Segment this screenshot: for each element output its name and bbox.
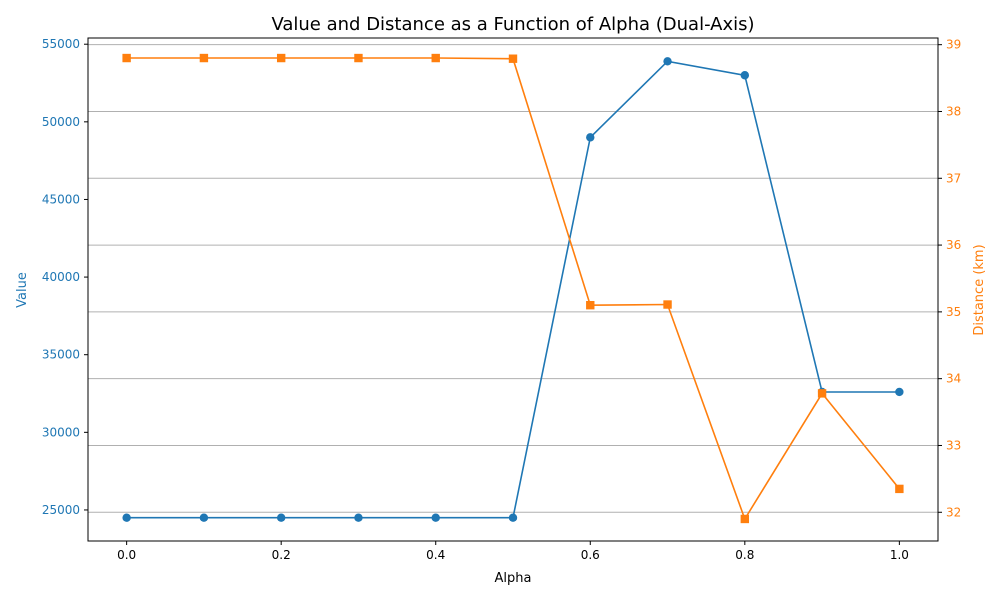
x-tick-label: 0.4 bbox=[426, 548, 445, 562]
y-left-tick-label: 25000 bbox=[42, 503, 80, 517]
chart-title: Value and Distance as a Function of Alph… bbox=[271, 14, 754, 35]
distance-point bbox=[508, 54, 518, 63]
value-point bbox=[663, 57, 672, 66]
y-left-tick-label: 50000 bbox=[42, 115, 80, 129]
value-point bbox=[354, 513, 363, 522]
y-right-tick-label: 38 bbox=[946, 104, 961, 118]
gridlines bbox=[88, 44, 938, 513]
value-point bbox=[199, 513, 209, 522]
value-point bbox=[276, 513, 286, 522]
distance-point bbox=[895, 484, 904, 494]
y-right-tick-label: 35 bbox=[946, 305, 961, 319]
y-right-tick-label: 37 bbox=[946, 171, 961, 185]
series-line-value bbox=[126, 60, 900, 519]
x-axis-ticks: 0.0 0.2 0.4 0.6 0.8 1.0 bbox=[117, 541, 909, 562]
x-tick-label: 0.6 bbox=[581, 548, 600, 562]
value-point bbox=[122, 513, 131, 522]
y-left-tick-label: 30000 bbox=[42, 425, 80, 439]
series-markers bbox=[122, 53, 904, 524]
y-left-axis-label: Value bbox=[15, 272, 30, 308]
distance-point bbox=[276, 53, 286, 63]
x-tick-label: 0.8 bbox=[735, 548, 754, 562]
y-right-tick-label: 33 bbox=[946, 438, 961, 452]
value-point bbox=[895, 387, 904, 397]
y-left-axis-ticks: 25000 30000 35000 40000 45000 50000 55000 bbox=[42, 37, 88, 517]
value-point bbox=[586, 133, 595, 142]
x-tick-label: 0.2 bbox=[272, 548, 291, 562]
distance-point bbox=[122, 53, 131, 63]
y-right-tick-label: 39 bbox=[946, 38, 961, 52]
distance-point bbox=[199, 53, 209, 63]
distance-point bbox=[817, 389, 827, 398]
distance-point bbox=[586, 300, 595, 310]
y-right-tick-label: 36 bbox=[946, 238, 961, 252]
value-point bbox=[508, 513, 518, 522]
y-left-tick-label: 45000 bbox=[42, 192, 80, 206]
x-tick-label: 0.0 bbox=[117, 548, 136, 562]
value-point bbox=[740, 71, 750, 80]
y-left-tick-label: 40000 bbox=[42, 270, 80, 284]
y-right-axis-ticks: 32 33 34 35 36 37 38 39 bbox=[938, 38, 961, 519]
distance-point bbox=[431, 53, 440, 63]
series-line-distance bbox=[126, 57, 901, 521]
x-tick-label: 1.0 bbox=[890, 548, 909, 562]
y-right-tick-label: 34 bbox=[946, 372, 961, 386]
value-point bbox=[431, 513, 440, 522]
y-left-tick-label: 55000 bbox=[42, 37, 80, 51]
x-axis-label: Alpha bbox=[495, 571, 532, 586]
distance-point bbox=[740, 514, 750, 524]
y-left-tick-label: 35000 bbox=[42, 348, 80, 362]
y-right-axis-label: Distance (km) bbox=[972, 244, 987, 335]
y-right-tick-label: 32 bbox=[946, 505, 961, 519]
distance-point bbox=[663, 300, 672, 309]
distance-point bbox=[354, 53, 363, 63]
series-lines bbox=[126, 57, 901, 521]
plot-frame bbox=[87, 37, 939, 542]
